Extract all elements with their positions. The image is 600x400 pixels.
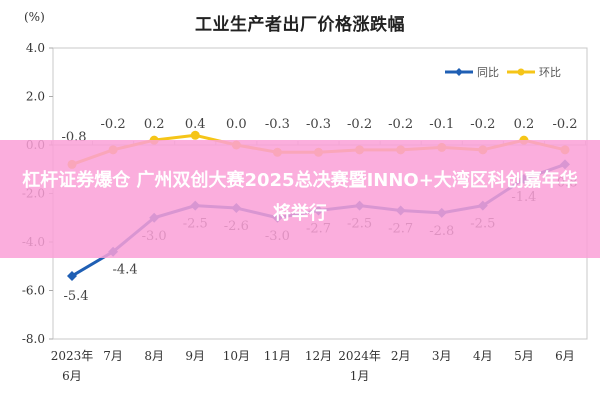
series-mom-data-label: -0.3 <box>265 117 290 132</box>
y-tick-label: -6.0 <box>22 284 45 298</box>
series-mom-marker <box>190 130 200 140</box>
legend-yoy-marker-icon <box>455 68 463 76</box>
series-mom-data-label: -0.2 <box>470 117 495 132</box>
x-tick-label: 2024年 <box>338 349 381 363</box>
x-tick-label: 10月 <box>223 349 250 363</box>
chart-title: 工业生产者出厂价格涨跌幅 <box>195 15 405 35</box>
legend-mom-marker-icon <box>517 68 525 76</box>
x-tick-label: 5月 <box>514 349 534 363</box>
x-tick-label: 1月 <box>350 369 370 383</box>
x-tick-label: 2023年 <box>51 349 94 363</box>
x-tick-label: 6月 <box>555 349 575 363</box>
x-tick-label: 11月 <box>264 349 291 363</box>
chart-legend: 同比 环比 <box>445 66 561 79</box>
x-tick-label: 8月 <box>144 349 164 363</box>
x-tick-label: 7月 <box>103 349 123 363</box>
series-yoy-data-label: -5.4 <box>63 289 88 304</box>
series-mom-data-label: 0.2 <box>514 117 535 132</box>
series-mom-data-label: 0.0 <box>226 117 247 132</box>
y-tick-label: 4.0 <box>26 41 45 55</box>
x-tick-label: 6月 <box>62 369 82 383</box>
series-mom-data-label: -0.2 <box>347 117 372 132</box>
series-mom-data-label: -0.3 <box>306 117 331 132</box>
x-tick-label: 4月 <box>473 349 493 363</box>
headline-text[interactable]: 杠杆证券爆仓 广州双创大赛2025总决赛暨INNO+大湾区科创嘉年华将举行 <box>22 170 578 224</box>
x-tick-label: 12月 <box>305 349 332 363</box>
series-mom-data-label: -0.1 <box>429 117 454 132</box>
y-axis-unit: (%) <box>24 10 45 24</box>
headline-banner[interactable]: 杠杆证券爆仓 广州双创大赛2025总决赛暨INNO+大湾区科创嘉年华将举行 <box>0 140 600 258</box>
y-tick-label: 2.0 <box>26 90 45 104</box>
x-tick-label: 2月 <box>391 349 411 363</box>
y-tick-label: -8.0 <box>22 332 45 346</box>
series-yoy-data-label: -4.4 <box>113 263 138 278</box>
series-mom-data-label: 0.2 <box>144 117 165 132</box>
series-mom-data-label: 0.4 <box>185 117 206 132</box>
series-mom-data-label: -0.2 <box>388 117 413 132</box>
series-mom-data-label: -0.2 <box>101 117 126 132</box>
legend-yoy-label: 同比 <box>477 66 499 79</box>
x-tick-label: 3月 <box>432 349 452 363</box>
series-mom-data-label: -0.2 <box>552 117 577 132</box>
series-yoy-marker <box>67 270 77 281</box>
legend-mom-label: 环比 <box>539 66 561 79</box>
x-tick-label: 9月 <box>185 349 205 363</box>
